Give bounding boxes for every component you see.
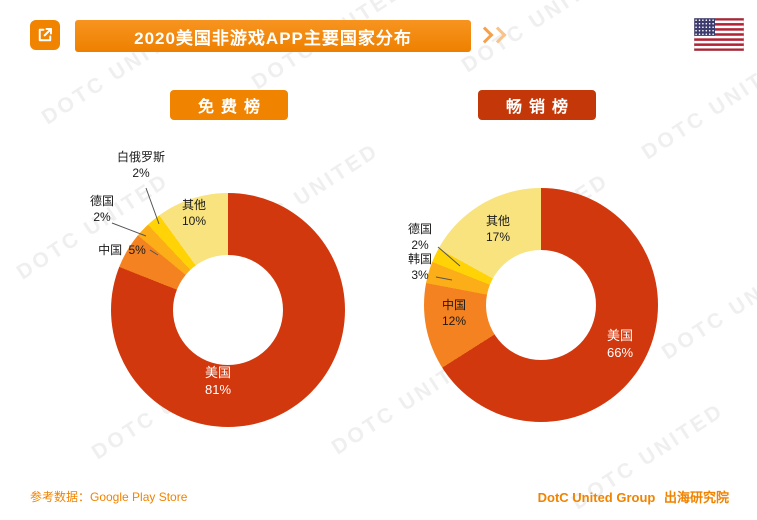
slice-label-china-free: 中国 5% bbox=[92, 243, 152, 259]
slice-label-pct: 17% bbox=[485, 229, 511, 244]
donut-hole bbox=[173, 255, 283, 365]
slice-label-germany-free: 德国 2% bbox=[78, 194, 126, 225]
slice-label-pct: 10% bbox=[181, 213, 207, 228]
watermark-text: DOTC UNITED bbox=[637, 48, 757, 165]
page-title: 2020美国非游戏APP主要国家分布 bbox=[75, 20, 471, 52]
slice-label-us-free: 美国 81% bbox=[186, 365, 250, 399]
slice-label-other-grossing: 其他 17% bbox=[472, 214, 524, 245]
brand-suffix: 出海研究院 bbox=[663, 490, 729, 505]
slice-label-belarus: 白俄罗斯 2% bbox=[104, 150, 178, 181]
watermark-text: DOTC UNITED bbox=[657, 248, 757, 365]
slice-label-korea-grossing: 韩国 3% bbox=[396, 252, 444, 283]
slice-label-pct: 12% bbox=[441, 313, 467, 328]
donut-chart-grossing bbox=[424, 188, 658, 422]
slice-label-name: 中国 bbox=[441, 298, 466, 312]
donut-hole bbox=[486, 250, 596, 360]
brand-name: DotC United Group bbox=[537, 490, 656, 505]
slice-label-pct: 2% bbox=[411, 237, 429, 252]
share-icon bbox=[30, 20, 60, 50]
slice-label-name: 中国 bbox=[98, 243, 123, 257]
data-source-note: 参考数据：Google Play Store bbox=[30, 490, 188, 504]
slice-label-name: 德国 bbox=[89, 194, 114, 208]
slice-label-china-grossing: 中国 12% bbox=[428, 298, 480, 329]
slice-label-name: 韩国 bbox=[407, 252, 432, 266]
chart-title-grossing: 畅销榜 bbox=[478, 90, 596, 120]
slice-label-name: 美国 bbox=[606, 328, 633, 343]
slice-label-us-grossing: 美国 66% bbox=[590, 328, 650, 362]
slice-label-germany-grossing: 德国 2% bbox=[396, 222, 444, 253]
slice-label-name: 其他 bbox=[181, 198, 206, 212]
slice-label-name: 白俄罗斯 bbox=[116, 150, 165, 164]
slice-label-name: 德国 bbox=[407, 222, 432, 236]
slice-label-pct: 5% bbox=[128, 243, 146, 257]
slice-label-pct: 2% bbox=[132, 165, 150, 180]
donut-chart-free bbox=[111, 193, 345, 427]
slice-label-pct: 81% bbox=[204, 381, 232, 397]
brand-credit: DotC United Group 出海研究院 bbox=[538, 487, 729, 506]
slice-label-name: 其他 bbox=[485, 214, 510, 228]
us-flag-icon bbox=[694, 18, 744, 51]
slice-label-pct: 3% bbox=[411, 267, 429, 282]
slice-label-pct: 2% bbox=[93, 209, 111, 224]
slice-label-pct: 66% bbox=[606, 344, 634, 360]
chart-title-free: 免费榜 bbox=[170, 90, 288, 120]
slice-label-name: 美国 bbox=[204, 365, 231, 380]
slice-label-other-free: 其他 10% bbox=[168, 198, 220, 229]
